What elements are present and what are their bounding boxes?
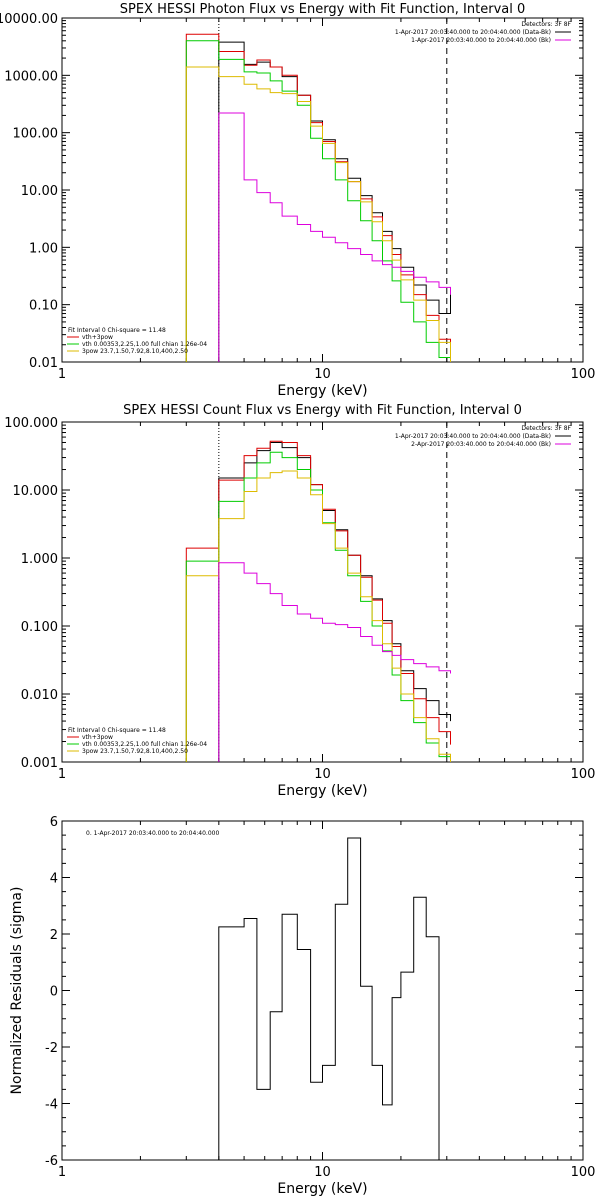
y-tick-label: 0.010 — [21, 688, 58, 703]
legend-top-entry: 0. 1-Apr-2017 20:03:40.000 to 20:04:40.0… — [86, 830, 219, 837]
y-tick-label: 1.000 — [21, 552, 58, 567]
y-tick-label: 0.01 — [29, 356, 58, 371]
series-line-4 — [185, 470, 451, 762]
x-axis-label: Energy (keV) — [277, 383, 367, 399]
plot-frame — [61, 17, 584, 363]
legend-top-entry: 2-Apr-2017 20:03:40.000 to 20:04:40.000 … — [411, 441, 551, 448]
x-tick-label: 10 — [314, 367, 331, 382]
x-tick-label: 100 — [571, 367, 596, 382]
series-line-2 — [185, 33, 451, 362]
y-tick-label: -6 — [45, 1154, 58, 1169]
chart-title: SPEX HESSI Count Flux vs Energy with Fit… — [123, 403, 522, 418]
x-tick-label: 10 — [314, 1165, 331, 1180]
y-tick-label: 4 — [50, 872, 58, 887]
y-tick-label: 1.00 — [29, 241, 58, 256]
legend-fit-entry: 3pow 23.7,1.50,7.92,8.10,400,2.50 — [82, 748, 188, 755]
y-tick-label: 10000.00 — [0, 12, 58, 27]
y-tick-label: 0.10 — [29, 299, 58, 314]
x-tick-label: 100 — [571, 767, 596, 782]
y-tick-label: 10.00 — [21, 184, 58, 199]
legend-fit-entry: Fit Interval 0 Chi-square = 11.48 — [68, 327, 166, 334]
series-line-2 — [185, 440, 451, 762]
plot-frame — [61, 421, 584, 763]
y-tick-label: 100.00 — [13, 127, 59, 142]
y-tick-label: 0.001 — [21, 756, 58, 771]
y-tick-label: -2 — [45, 1041, 58, 1056]
series-line-5 — [218, 112, 451, 362]
series-line-1 — [218, 41, 451, 362]
legend-top-entry: 1-Apr-2017 20:03:40.000 to 20:04:40.000 … — [395, 433, 551, 440]
chart-panel-2: SPEX HESSI Count Flux vs Energy with Fit… — [4, 403, 595, 799]
chart-panel-1: SPEX HESSI Photon Flux vs Energy with Fi… — [0, 2, 595, 399]
legend-fit-entry: Fit Interval 0 Chi-square = 11.48 — [68, 727, 166, 734]
x-tick-label: 1 — [58, 767, 66, 782]
legend-fit-entry: 3pow 23.7,1.50,7.92,8.10,400,2.50 — [82, 348, 188, 355]
legend-fit-entry: vth 0.00353,2.25,1.00 full chian 1.26e-0… — [82, 341, 207, 348]
series-line-1 — [218, 442, 451, 762]
plot-frame — [61, 820, 584, 1161]
y-tick-label: 0.100 — [21, 620, 58, 635]
series-line-4 — [185, 66, 451, 362]
chart-title: SPEX HESSI Photon Flux vs Energy with Fi… — [120, 2, 526, 17]
y-tick-label: 10.000 — [13, 484, 59, 499]
legend-top-entry: Detectors: 3F 8F — [521, 425, 571, 432]
x-axis-label: Energy (keV) — [277, 1181, 367, 1197]
legend-fit-entry: vth+3pow — [82, 334, 113, 341]
legend-top-entry: Detectors: 3F 8F — [521, 21, 571, 28]
x-axis-label: Energy (keV) — [277, 783, 367, 799]
y-axis-label: Normalized Residuals (sigma) — [9, 887, 25, 1095]
legend-top-entry: 1-Apr-2017 20:03:40.000 to 20:04:40.000 … — [395, 29, 551, 36]
series-line-5 — [218, 562, 451, 762]
y-tick-label: 6 — [50, 815, 58, 830]
y-tick-label: 100.000 — [4, 416, 58, 431]
chart-panel-3: 1 10 100 6 4 2 0 -2 -4 -6 Energy (keV) Normalized R… — [9, 815, 595, 1197]
y-tick-label: 2 — [50, 928, 58, 943]
legend-fit-entry: vth+3pow — [82, 734, 113, 741]
x-tick-label: 1 — [58, 367, 66, 382]
legend-top-entry: 1-Apr-2017 20:03:40.000 to 20:04:40.000 … — [411, 37, 551, 44]
x-tick-label: 100 — [571, 1165, 596, 1180]
y-tick-label: 1000.00 — [4, 69, 58, 84]
x-tick-label: 1 — [58, 1165, 66, 1180]
x-tick-label: 10 — [314, 767, 331, 782]
series-line-3 — [185, 451, 451, 762]
y-tick-label: -4 — [45, 1098, 58, 1113]
series-line-3 — [185, 40, 451, 362]
y-tick-label: 0 — [50, 985, 58, 1000]
series-line-1 — [218, 837, 440, 1160]
legend-fit-entry: vth 0.00353,2.25,1.00 full chian 1.26e-0… — [82, 741, 207, 748]
